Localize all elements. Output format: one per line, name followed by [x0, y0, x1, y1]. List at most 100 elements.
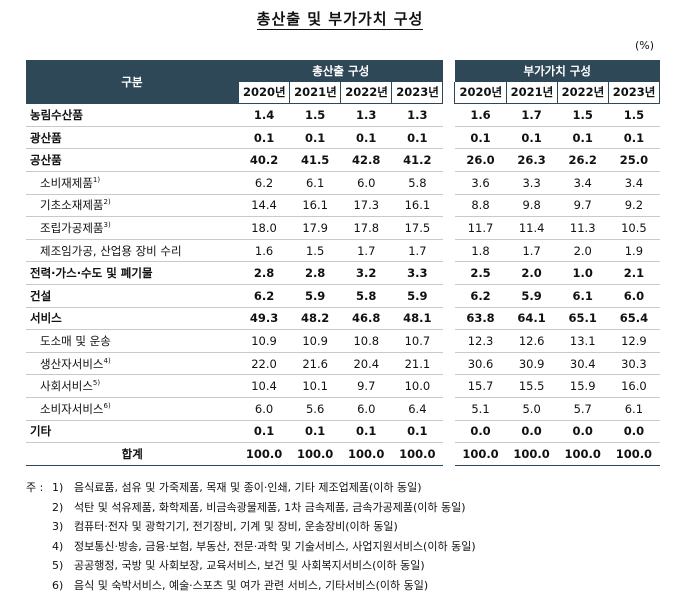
output-total-value: 100.0 [340, 442, 392, 466]
output-value: 5.6 [289, 397, 341, 421]
output-value: 9.7 [340, 374, 392, 398]
output-value: 0.1 [289, 126, 341, 150]
value-added-value: 2.0 [506, 261, 558, 285]
footnote-line: 5) 공공행정, 국방 및 사회보장, 교육서비스, 보건 및 사회복지서비스(이… [26, 556, 476, 576]
output-value: 10.9 [289, 329, 341, 353]
value-added-value: 11.4 [506, 216, 558, 240]
output-value: 1.5 [289, 239, 341, 263]
row-label: 건설 [26, 284, 239, 308]
table-row: 사회서비스5) 10.4 10.1 9.7 10.0 15.7 15.5 15.9 16.0 [26, 374, 660, 398]
unit-label: (%) [634, 39, 654, 52]
output-total-value: 100.0 [391, 442, 443, 466]
output-value: 22.0 [238, 352, 290, 376]
footnote-number: 3) [52, 520, 64, 533]
value-added-group-header: 부가가치 구성 [454, 60, 660, 82]
value-added-value: 30.3 [608, 352, 660, 376]
value-added-value: 2.1 [608, 261, 660, 285]
value-added-value: 1.5 [608, 103, 660, 127]
value-added-value: 12.3 [454, 329, 507, 353]
row-label: 생산자서비스4) [26, 352, 239, 376]
output-value: 1.7 [340, 239, 392, 263]
value-added-value: 65.4 [608, 307, 660, 331]
output-value: 10.9 [238, 329, 290, 353]
table-row: 기타 0.1 0.1 0.1 0.1 0.0 0.0 0.0 0.0 [26, 420, 660, 444]
value-added-year-header: 2020년 [454, 81, 507, 105]
output-value: 16.1 [391, 194, 443, 218]
table-row: 광산품 0.1 0.1 0.1 0.1 0.1 0.1 0.1 0.1 [26, 126, 660, 150]
value-added-value: 6.1 [557, 284, 609, 308]
value-added-total-value: 100.0 [506, 442, 558, 466]
value-added-value: 26.0 [454, 148, 507, 172]
value-added-value: 12.6 [506, 329, 558, 353]
output-value: 41.5 [289, 148, 341, 172]
value-added-value: 26.3 [506, 148, 558, 172]
footnote-number: 6) [52, 578, 64, 592]
output-total-value: 100.0 [289, 442, 341, 466]
output-value: 3.2 [340, 261, 392, 285]
output-value: 6.1 [289, 171, 341, 195]
footnote-number: 1) [52, 481, 64, 494]
footnote-marker: 1) [92, 175, 101, 184]
footnote-marker: 4) [103, 356, 111, 365]
footnotes: 주 : 1) 음식료품, 섬유 및 가죽제품, 목재 및 종이·인쇄, 기타 제조업… [26, 478, 476, 595]
footnote-text: 정보통신·방송, 금융·보험, 부동산, 전문·과학 및 기술서비스, 사업지원… [74, 539, 476, 553]
value-added-value: 0.0 [608, 420, 660, 444]
total-label: 합계 [26, 442, 239, 466]
output-value: 21.1 [391, 352, 443, 376]
output-value: 10.0 [391, 374, 443, 398]
row-label: 기타 [26, 420, 239, 444]
footnote-text: 공공행정, 국방 및 사회보장, 교육서비스, 보건 및 사회복지서비스(이하 … [74, 559, 425, 572]
output-value: 1.3 [391, 103, 443, 127]
value-added-value: 9.7 [557, 194, 609, 218]
output-total-value: 100.0 [238, 442, 290, 466]
footnote-number: 5) [52, 559, 64, 572]
output-value: 49.3 [238, 307, 290, 331]
value-added-total-value: 100.0 [557, 442, 609, 466]
output-value: 41.2 [391, 148, 443, 172]
row-label: 도소매 및 운송 [26, 329, 239, 353]
table-row: 전력·가스·수도 및 폐기물 2.8 2.8 3.2 3.3 2.5 2.0 1.0 2.1 [26, 261, 660, 285]
value-added-value: 5.7 [557, 397, 609, 421]
value-added-value: 0.0 [454, 420, 507, 444]
value-added-value: 1.9 [608, 239, 660, 263]
output-value: 18.0 [238, 216, 290, 240]
footnote-text: 음식 및 숙박서비스, 예술·스포츠 및 여가 관련 서비스, 기타서비스(이하… [74, 578, 429, 592]
value-added-value: 30.9 [506, 352, 558, 376]
output-value: 0.1 [391, 126, 443, 150]
output-value: 0.1 [340, 126, 392, 150]
value-added-value: 0.0 [506, 420, 558, 444]
output-value: 17.8 [340, 216, 392, 240]
footnote-number: 4) [52, 539, 64, 553]
value-added-value: 1.8 [454, 239, 507, 263]
value-added-value: 9.2 [608, 194, 660, 218]
output-value: 6.0 [340, 171, 392, 195]
output-value: 20.4 [340, 352, 392, 376]
table-row: 제조임가공, 산업용 장비 수리 1.6 1.5 1.7 1.7 1.8 1.7 2.0 1.9 [26, 239, 660, 263]
value-added-year-header: 2021년 [505, 81, 558, 105]
output-value: 42.8 [340, 148, 392, 172]
output-value: 1.4 [238, 103, 290, 127]
value-added-value: 6.2 [454, 284, 507, 308]
value-added-value: 5.9 [506, 284, 558, 308]
row-label: 공산품 [26, 148, 239, 172]
footnote-line: 6) 음식 및 숙박서비스, 예술·스포츠 및 여가 관련 서비스, 기타서비스(… [26, 576, 476, 596]
table-row: 도소매 및 운송 10.9 10.9 10.8 10.7 12.3 12.6 13.1 12.9 [26, 329, 660, 353]
footnote-line: 3) 컴퓨터·전자 및 광학기기, 전기장비, 기계 및 장비, 운송장비(이하 … [26, 517, 476, 537]
value-added-value: 0.1 [454, 126, 507, 150]
value-added-value: 11.3 [557, 216, 609, 240]
footnote-marker: 2) [103, 198, 111, 207]
footnote-text: 석탄 및 석유제품, 화학제품, 비금속광물제품, 1차 금속제품, 금속가공제… [74, 500, 466, 514]
output-value: 0.1 [391, 420, 443, 444]
value-added-value: 13.1 [557, 329, 609, 353]
output-value: 3.3 [391, 261, 443, 285]
page-title: 총산출 및 부가가치 구성 [256, 10, 424, 30]
value-added-value: 1.7 [506, 239, 558, 263]
row-label: 서비스 [26, 307, 239, 331]
value-added-value: 15.9 [557, 374, 609, 398]
table-row: 농림수산품 1.4 1.5 1.3 1.3 1.6 1.7 1.5 1.5 [26, 103, 660, 127]
output-value: 10.8 [340, 329, 392, 353]
value-added-value: 26.2 [557, 148, 609, 172]
table-row: 건설 6.2 5.9 5.8 5.9 6.2 5.9 6.1 6.0 [26, 284, 660, 308]
output-value: 48.2 [289, 307, 341, 331]
output-value: 6.2 [238, 284, 290, 308]
